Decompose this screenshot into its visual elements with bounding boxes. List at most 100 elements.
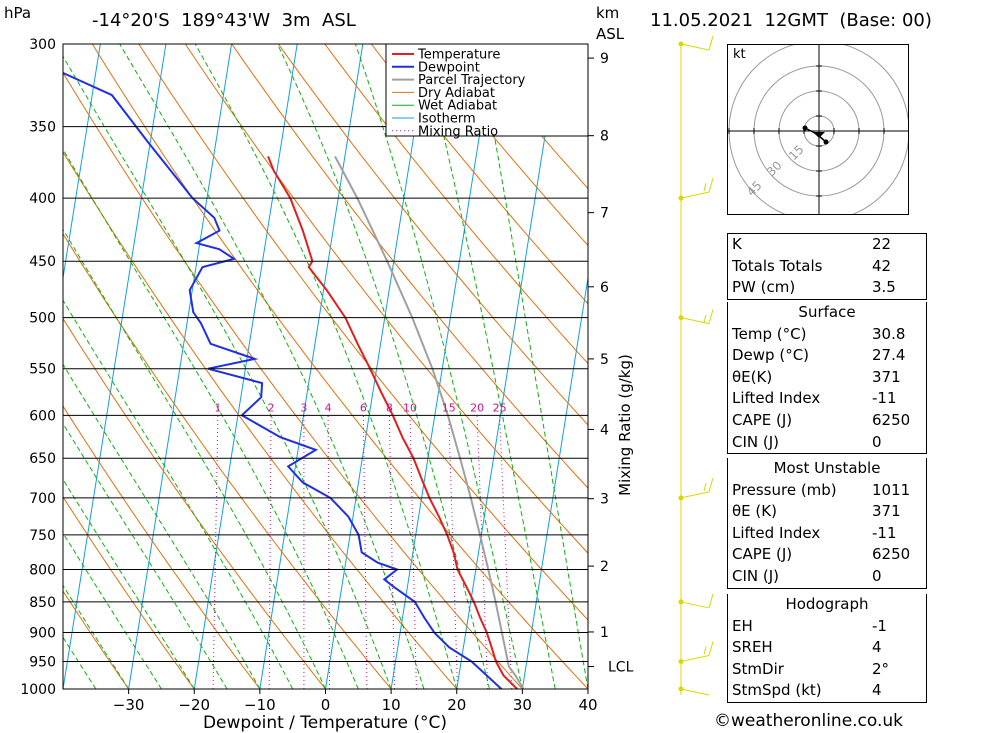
km-tick-label: 6 [600, 280, 609, 296]
legend-entry: Mixing Ratio [418, 124, 498, 139]
mixing-ratio-label: 3 [300, 401, 307, 414]
mixing-ratio-axis-label: Mixing Ratio (g/kg) [616, 354, 634, 496]
hodograph-trace [804, 127, 827, 143]
km-tick-label: 1 [600, 625, 609, 641]
x-tick-label: 30 [513, 696, 532, 714]
mixing-ratio-label: 8 [386, 401, 393, 414]
dry-adiabat-line [324, 44, 588, 365]
wet-adiabat-line [119, 44, 425, 689]
mixing-ratio-label: 15 [442, 401, 456, 414]
pressure-tick-label: 300 [29, 37, 56, 53]
pressure-tick-label: 1000 [20, 682, 56, 698]
mixing-ratio-line [212, 415, 219, 689]
most-unstable-table: Most Unstable Pressure (mb) 1011 θE (K) 37… [727, 458, 927, 589]
most-unstable-row: Lifted Index -11 [732, 523, 897, 542]
isotherm-line [128, 44, 233, 689]
datetime-title: 11.05.2021 12GMT (Base: 00) [650, 10, 932, 31]
wet-adiabat-line [63, 532, 162, 689]
wind-barb [680, 688, 710, 696]
hodograph-unit-label: kt [733, 47, 746, 62]
surface-row: θE(K) 371 [732, 367, 901, 386]
wind-barb-half-flag [703, 182, 707, 192]
hodograph-point [802, 125, 808, 131]
most-unstable-row: CAPE (J) 6250 [732, 545, 911, 564]
wet-adiabat-line [276, 44, 491, 689]
mixing-ratio-label: 4 [325, 401, 332, 414]
mixing-ratio-line [409, 415, 417, 689]
wind-barb [680, 191, 710, 199]
wind-barb-flag [708, 309, 714, 324]
dry-adiabat-line [91, 44, 588, 689]
wind-barb-half-flag [703, 646, 707, 655]
isotherm-line [63, 44, 167, 689]
mixing-ratio-line [388, 415, 395, 689]
pressure-tick-label: 800 [29, 562, 56, 578]
isotherm-line [521, 274, 588, 689]
x-tick-label: 20 [447, 696, 466, 714]
pressure-tick-label: 850 [29, 595, 56, 611]
mixing-ratio-label: 2 [268, 401, 275, 414]
index-row: PW (cm) 3.5 [732, 278, 896, 297]
location-title: -14°20'S 189°43'W 3m ASL [92, 10, 356, 31]
pressure-tick-label: 950 [29, 655, 56, 671]
x-tick-label: −30 [113, 696, 145, 714]
wind-barb [680, 601, 710, 609]
km-tick-label: 3 [600, 492, 609, 508]
mixing-ratio-line [476, 415, 489, 689]
isotherm-line [259, 44, 364, 689]
pressure-tick-label: 900 [29, 626, 56, 642]
mixing-ratio-label: 25 [493, 401, 507, 414]
km-tick-label: 8 [600, 129, 609, 145]
asl-unit-label: ASL [596, 25, 625, 43]
lcl-label: LCL [608, 660, 634, 676]
pressure-tick-label: 750 [29, 528, 56, 544]
storm-motion-marker [813, 132, 825, 138]
x-tick-label: 10 [382, 696, 401, 714]
pressure-tick-label: 600 [29, 408, 56, 424]
pressure-tick-label: 650 [29, 451, 56, 467]
wet-adiabat-line [477, 44, 588, 689]
legend-entry: Dewpoint [418, 60, 480, 75]
dry-adiabat-line [63, 233, 392, 689]
wind-barb-flag [708, 477, 714, 493]
pressure-tick-label: 700 [29, 491, 56, 507]
most-unstable-row: CIN (J) 0 [732, 566, 882, 585]
wet-adiabat-line [63, 363, 261, 689]
km-tick-label: 7 [600, 206, 609, 222]
hodograph-panel: kt 15 30 45 [727, 44, 909, 215]
dry-adiabat-line [370, 44, 588, 305]
plot-frame [62, 43, 589, 690]
hodograph-table: Hodograph EH -1 SREH 4 StmDir 2° StmSpd (kt… [727, 594, 927, 703]
wind-barb-flag [708, 177, 714, 193]
legend-entry: Dry Adiabat [418, 86, 495, 101]
dry-adiabat-line [63, 590, 130, 689]
legend-entry: Wet Adiabat [418, 99, 497, 114]
surface-row: Lifted Index -11 [732, 389, 897, 408]
km-tick-label: 2 [600, 559, 609, 575]
km-tick-label: 4 [600, 422, 609, 438]
hodograph-ring-label: 30 [764, 158, 785, 179]
isotherm-line [390, 44, 495, 689]
isotherm-line [325, 44, 429, 689]
wind-barb-half-flag [703, 482, 707, 492]
legend-entry: Parcel Trajectory [418, 73, 526, 88]
indices-table: K 22 Totals Totals 42 PW (cm) 3.5 [727, 233, 927, 300]
isotherm-line [456, 44, 561, 689]
wind-barb [680, 491, 710, 499]
parcel-trajectory-line [334, 155, 525, 689]
x-tick-label: −20 [178, 696, 210, 714]
dry-adiabat-line [929, 44, 1000, 689]
wind-barb-flag [708, 641, 714, 656]
surface-title: Surface [798, 303, 856, 321]
mixing-ratio-line [327, 415, 331, 689]
copyright-footer[interactable]: ©weatheronline.co.uk [714, 711, 904, 731]
wind-barb [680, 655, 710, 663]
most-unstable-row: Pressure (mb) 1011 [732, 480, 911, 499]
index-row: Totals Totals 42 [732, 256, 892, 275]
isotherm-line [193, 44, 298, 689]
mixing-ratio-line [499, 415, 513, 689]
wet-adiabat-line [63, 228, 326, 689]
index-row: K 22 [732, 235, 892, 253]
hodograph-row: SREH 4 [732, 638, 882, 657]
